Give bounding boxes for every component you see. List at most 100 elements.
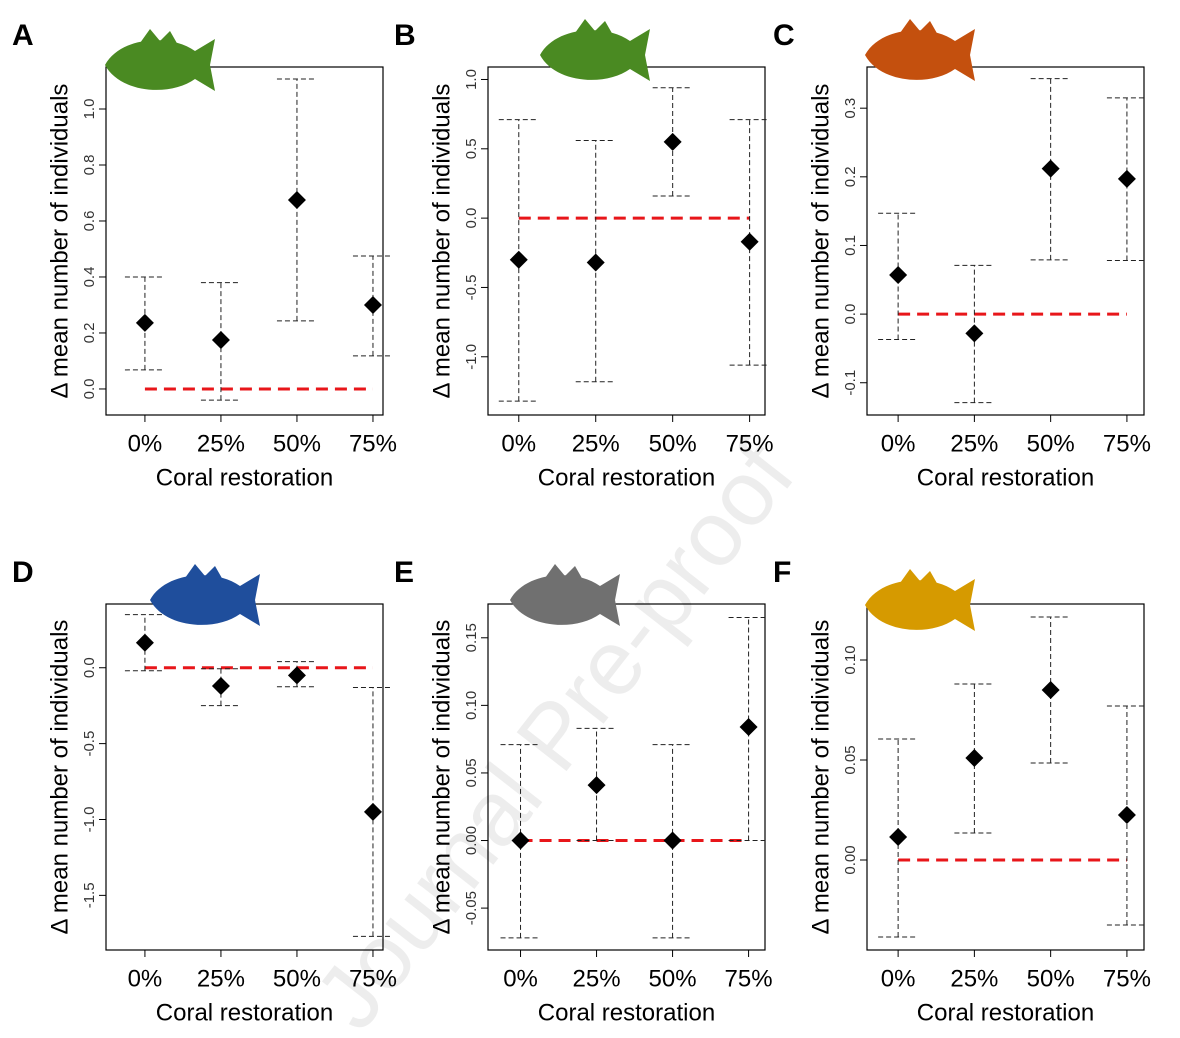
y-tick-label: -1.0 — [463, 344, 480, 370]
x-tick-label: 50% — [1027, 430, 1075, 457]
point — [663, 831, 682, 850]
y-tick-label: 0.10 — [842, 645, 859, 674]
point — [363, 295, 382, 314]
y-tick-label: 0.0 — [81, 379, 98, 400]
y-tick-label: 0.2 — [81, 323, 98, 344]
x-tick-label: 50% — [273, 965, 321, 992]
point — [965, 749, 984, 767]
point — [363, 802, 382, 821]
x-tick-label: 75% — [349, 965, 397, 992]
panel: -1.0 -0.5 0.0 0.5 1.0 0% 25% 50% 75% Coral restor… — [394, 19, 774, 491]
panel: 0.00 0.05 0.10 0% 25% 50% 75% Coral restoration… — [773, 556, 1151, 1026]
point — [740, 232, 759, 251]
y-tick-label: -0.1 — [842, 370, 859, 396]
panel-label: F — [773, 556, 791, 589]
y-tick-label: 0.1 — [842, 235, 859, 256]
y-tick-label: -0.5 — [81, 731, 98, 757]
x-tick-label: 25% — [197, 430, 245, 457]
plot-box — [105, 66, 384, 416]
point — [889, 828, 908, 846]
panel: -0.05 0.00 0.05 0.10 0.15 0% 25% 50% 75% Coral re… — [394, 556, 773, 1026]
y-tick-label: -1.5 — [81, 882, 98, 908]
point — [287, 666, 306, 685]
y-tick-label: -0.05 — [463, 891, 480, 925]
x-tick-label: 75% — [725, 965, 773, 992]
fish-icon — [510, 564, 620, 626]
watermark: Journal Pre-proof — [296, 424, 814, 1038]
point — [1041, 681, 1060, 699]
y-axis-label: Δ mean number of individuals — [807, 84, 834, 399]
y-tick-label: 0.15 — [463, 623, 480, 652]
x-tick-label: 75% — [1103, 965, 1151, 992]
panel: -0.1 0.0 0.1 0.2 0.3 0% 25% 50% 75% Coral restora… — [773, 19, 1151, 491]
point — [1117, 806, 1136, 824]
x-tick-label: 0% — [128, 430, 163, 457]
y-tick-label: 0.0 — [463, 208, 480, 229]
point — [587, 776, 606, 795]
point — [211, 330, 230, 349]
y-tick-label: 0.4 — [81, 267, 98, 288]
y-axis-label: Δ mean number of individuals — [46, 620, 73, 935]
x-tick-label: 75% — [1103, 430, 1151, 457]
x-axis-label: Coral restoration — [156, 464, 333, 491]
panel-label: E — [394, 556, 414, 589]
point — [663, 132, 682, 151]
y-tick-label: 0.05 — [463, 758, 480, 787]
x-axis-label: Coral restoration — [917, 999, 1094, 1026]
y-tick-label: 0.0 — [842, 304, 859, 325]
point — [135, 633, 154, 652]
plot-box — [866, 603, 1145, 951]
fish-icon — [150, 564, 260, 626]
y-tick-label: -1.0 — [81, 807, 98, 833]
point — [211, 676, 230, 695]
y-tick-label: 1.0 — [463, 69, 480, 90]
x-axis-label: Coral restoration — [538, 464, 715, 491]
x-axis-label: Coral restoration — [156, 999, 333, 1026]
panel: -1.5 -1.0 -0.5 0.0 0% 25% 50% 75% Coral restorat… — [12, 556, 397, 1026]
plot-box — [487, 66, 766, 416]
y-axis-label: Δ mean number of individuals — [428, 620, 455, 935]
x-tick-label: 50% — [273, 430, 321, 457]
y-tick-label: 0.5 — [463, 138, 480, 159]
y-tick-label: 0.2 — [842, 166, 859, 187]
y-tick-label: 0.8 — [81, 155, 98, 176]
fish-icon — [105, 29, 215, 91]
x-tick-label: 75% — [726, 430, 774, 457]
panel-label: C — [773, 19, 795, 52]
x-tick-label: 50% — [1027, 965, 1075, 992]
x-tick-label: 75% — [349, 430, 397, 457]
fish-icon — [540, 19, 650, 81]
y-axis-label: Δ mean number of individuals — [46, 84, 73, 399]
point — [965, 324, 984, 343]
point — [287, 190, 306, 209]
point — [1117, 169, 1136, 188]
y-axis-label: Δ mean number of individuals — [428, 84, 455, 399]
x-tick-label: 0% — [881, 965, 916, 992]
x-tick-label: 25% — [197, 965, 245, 992]
point — [889, 265, 908, 284]
y-tick-label: 0.00 — [842, 845, 859, 874]
x-tick-label: 50% — [649, 965, 697, 992]
x-tick-label: 50% — [649, 430, 697, 457]
x-axis-label: Coral restoration — [538, 999, 715, 1026]
plot-box — [487, 603, 766, 951]
y-tick-label: -0.5 — [463, 275, 480, 301]
point — [1041, 159, 1060, 178]
panel: 0.0 0.2 0.4 0.6 0.8 1.0 0% 25% 50% 75% Coral resto… — [12, 19, 397, 491]
y-tick-label: 0.10 — [463, 691, 480, 720]
plot-box — [866, 66, 1145, 416]
point — [739, 717, 758, 736]
x-tick-label: 25% — [950, 430, 998, 457]
panel-label: B — [394, 19, 416, 52]
fish-icon — [865, 19, 975, 81]
y-tick-label: 0.6 — [81, 211, 98, 232]
y-tick-label: 0.3 — [842, 98, 859, 119]
x-tick-label: 0% — [881, 430, 916, 457]
y-tick-label: 0.05 — [842, 745, 859, 774]
y-tick-label: 1.0 — [81, 99, 98, 120]
y-axis-label: Δ mean number of individuals — [807, 620, 834, 935]
point — [586, 253, 605, 272]
point — [135, 313, 154, 332]
x-tick-label: 0% — [503, 965, 538, 992]
